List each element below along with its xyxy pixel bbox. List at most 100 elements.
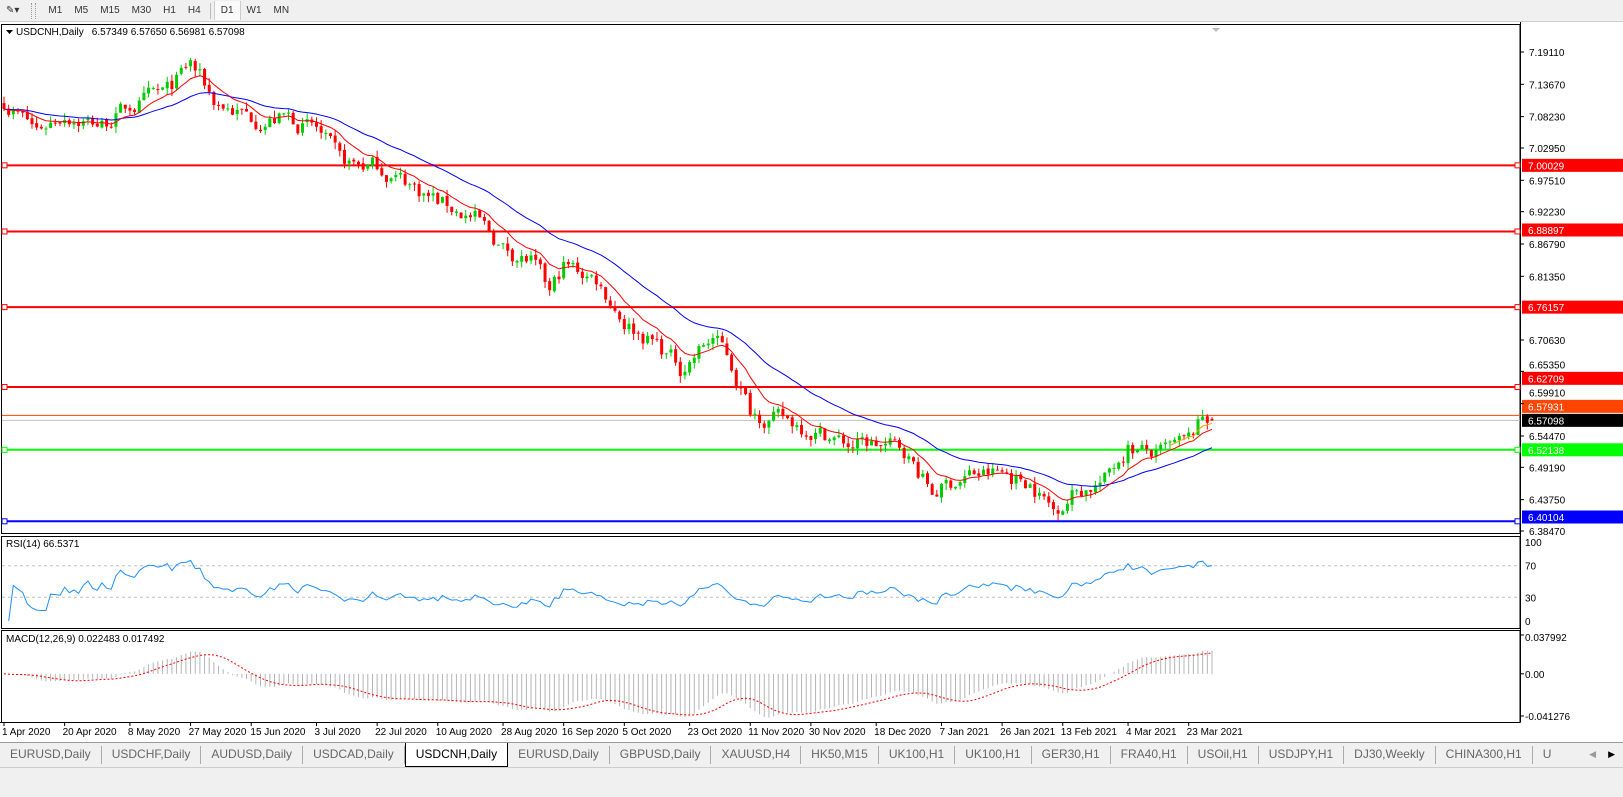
candle-body [375, 157, 379, 170]
time-axis-label: 30 Nov 2020 [809, 727, 866, 738]
candle-body [1028, 484, 1032, 488]
candle-body [268, 118, 272, 127]
level-handle[interactable] [1, 228, 8, 235]
rsi-axis-label: 0 [1525, 617, 1531, 628]
candle-body [860, 437, 864, 439]
candle-body [1042, 493, 1046, 497]
time-axis-label: 8 May 2020 [128, 727, 181, 738]
timeframe-m30-button[interactable]: M30 [131, 5, 152, 16]
candle-body [944, 479, 948, 484]
candle-body [548, 281, 552, 291]
level-handle[interactable] [1, 384, 8, 391]
level-handle[interactable] [1, 518, 8, 525]
chart-tab[interactable]: GBPUSD,Daily [610, 746, 712, 764]
candle-body [1121, 461, 1125, 463]
level-handle[interactable] [1, 304, 8, 311]
candle-body [1154, 450, 1158, 457]
timeframe-m1-button[interactable]: M1 [48, 5, 63, 16]
candle-body [445, 195, 449, 207]
toolbar-grip[interactable] [31, 2, 37, 19]
scroll-left-icon[interactable]: ◀ [1589, 749, 1597, 759]
candle-body [776, 408, 780, 413]
candle-body [538, 259, 542, 265]
timeframe-w1-button[interactable]: W1 [246, 5, 262, 16]
level-handle[interactable] [1514, 228, 1521, 235]
level-price-label: 7.00029 [1528, 161, 1565, 172]
level-handle[interactable] [1514, 446, 1521, 453]
candle-body [1056, 510, 1060, 514]
candle-body [142, 92, 146, 101]
candle-body [1000, 470, 1004, 472]
candle-body [39, 126, 43, 129]
rsi-axis-label: 70 [1525, 562, 1537, 573]
scroll-right-icon[interactable]: ▶ [1608, 749, 1615, 759]
level-handle[interactable] [1514, 384, 1521, 391]
price-axis-label: 6.49190 [1529, 463, 1566, 474]
chart-tab[interactable]: FRA40,H1 [1111, 746, 1188, 764]
line-tool-icon[interactable]: ✎▾ [6, 5, 20, 16]
candle-body [123, 104, 127, 109]
candle-body [510, 249, 514, 262]
time-axis-label: 20 Apr 2020 [63, 727, 117, 738]
chart-tab[interactable]: USDCAD,Daily [303, 746, 405, 764]
candle-body [730, 354, 734, 371]
timeframe-mn-button[interactable]: MN [273, 5, 290, 16]
candle-body [1149, 450, 1153, 457]
chart-tab[interactable]: EURUSD,Daily [508, 746, 610, 764]
chart-tab[interactable]: CHINA300,H1 [1436, 746, 1533, 764]
candle-body [473, 210, 477, 217]
candle-body [837, 435, 841, 438]
level-handle[interactable] [1514, 518, 1521, 525]
timeframe-toolbar: ✎▾ M1 M5 M15 M30 H1 H4 D1 W1 MN [0, 0, 1623, 22]
candle-body [464, 215, 468, 219]
timeframe-m5-button[interactable]: M5 [74, 5, 89, 16]
candle-body [1117, 462, 1121, 469]
chart-tab[interactable]: GER30,H1 [1032, 746, 1111, 764]
level-handle[interactable] [1514, 162, 1521, 169]
candle-body [706, 343, 710, 346]
level-price-tag [1522, 371, 1623, 385]
candle-body [217, 104, 221, 106]
rsi-axis-label: 30 [1525, 593, 1537, 604]
candle-body [398, 172, 402, 175]
candle-body [972, 470, 976, 474]
candle-body [702, 345, 706, 347]
chart-tab[interactable]: DJ30,Weekly [1344, 746, 1436, 764]
chart-tab[interactable]: EURUSD,Daily [0, 746, 102, 764]
level-price-tag [1522, 413, 1623, 427]
level-handle[interactable] [1, 162, 8, 169]
candle-body [515, 261, 519, 263]
time-axis-label: 16 Sep 2020 [562, 727, 619, 738]
level-handle[interactable] [1514, 304, 1521, 311]
timeframe-d1-button[interactable]: D1 [213, 1, 241, 20]
time-axis-label: 10 Aug 2020 [436, 727, 493, 738]
candle-body [748, 392, 752, 415]
chart-tab[interactable]: USDCHF,Daily [102, 746, 202, 764]
candle-body [454, 211, 458, 213]
timeframe-h4-button[interactable]: H4 [187, 5, 201, 16]
chart-tab[interactable]: UK100,H1 [879, 746, 956, 764]
chart-tab[interactable]: USDJPY,H1 [1259, 746, 1345, 764]
chart-tab[interactable]: USDCNH,Daily [404, 743, 509, 767]
timeframe-m15-button[interactable]: M15 [100, 5, 120, 16]
candle-body [422, 193, 426, 196]
timeframe-h1-button[interactable]: H1 [163, 5, 176, 16]
candle-body [291, 112, 295, 125]
time-axis-label: 28 Aug 2020 [501, 727, 558, 738]
chart-tab[interactable]: USOil,H1 [1188, 746, 1259, 764]
candle-body [590, 275, 594, 277]
chart-tab[interactable]: AUDUSD,Daily [201, 746, 304, 764]
candle-body [147, 87, 151, 94]
candle-body [622, 319, 626, 330]
candle-body [86, 118, 90, 121]
candle-body [249, 112, 253, 122]
level-price-tag [1522, 223, 1623, 237]
candle-body [193, 60, 197, 71]
chart-tab[interactable]: UK100,H1 [955, 746, 1032, 764]
collapse-triangle-icon[interactable] [6, 30, 13, 34]
candle-body [492, 231, 496, 245]
chart-area[interactable]: 6.38470 6.40104 6.43750 6.49190 6.52138 6.544… [0, 22, 1623, 742]
level-handle[interactable] [1, 446, 8, 453]
chart-tab[interactable]: XAUUSD,H4 [711, 746, 802, 764]
chart-tab[interactable]: HK50,M15 [801, 746, 879, 764]
